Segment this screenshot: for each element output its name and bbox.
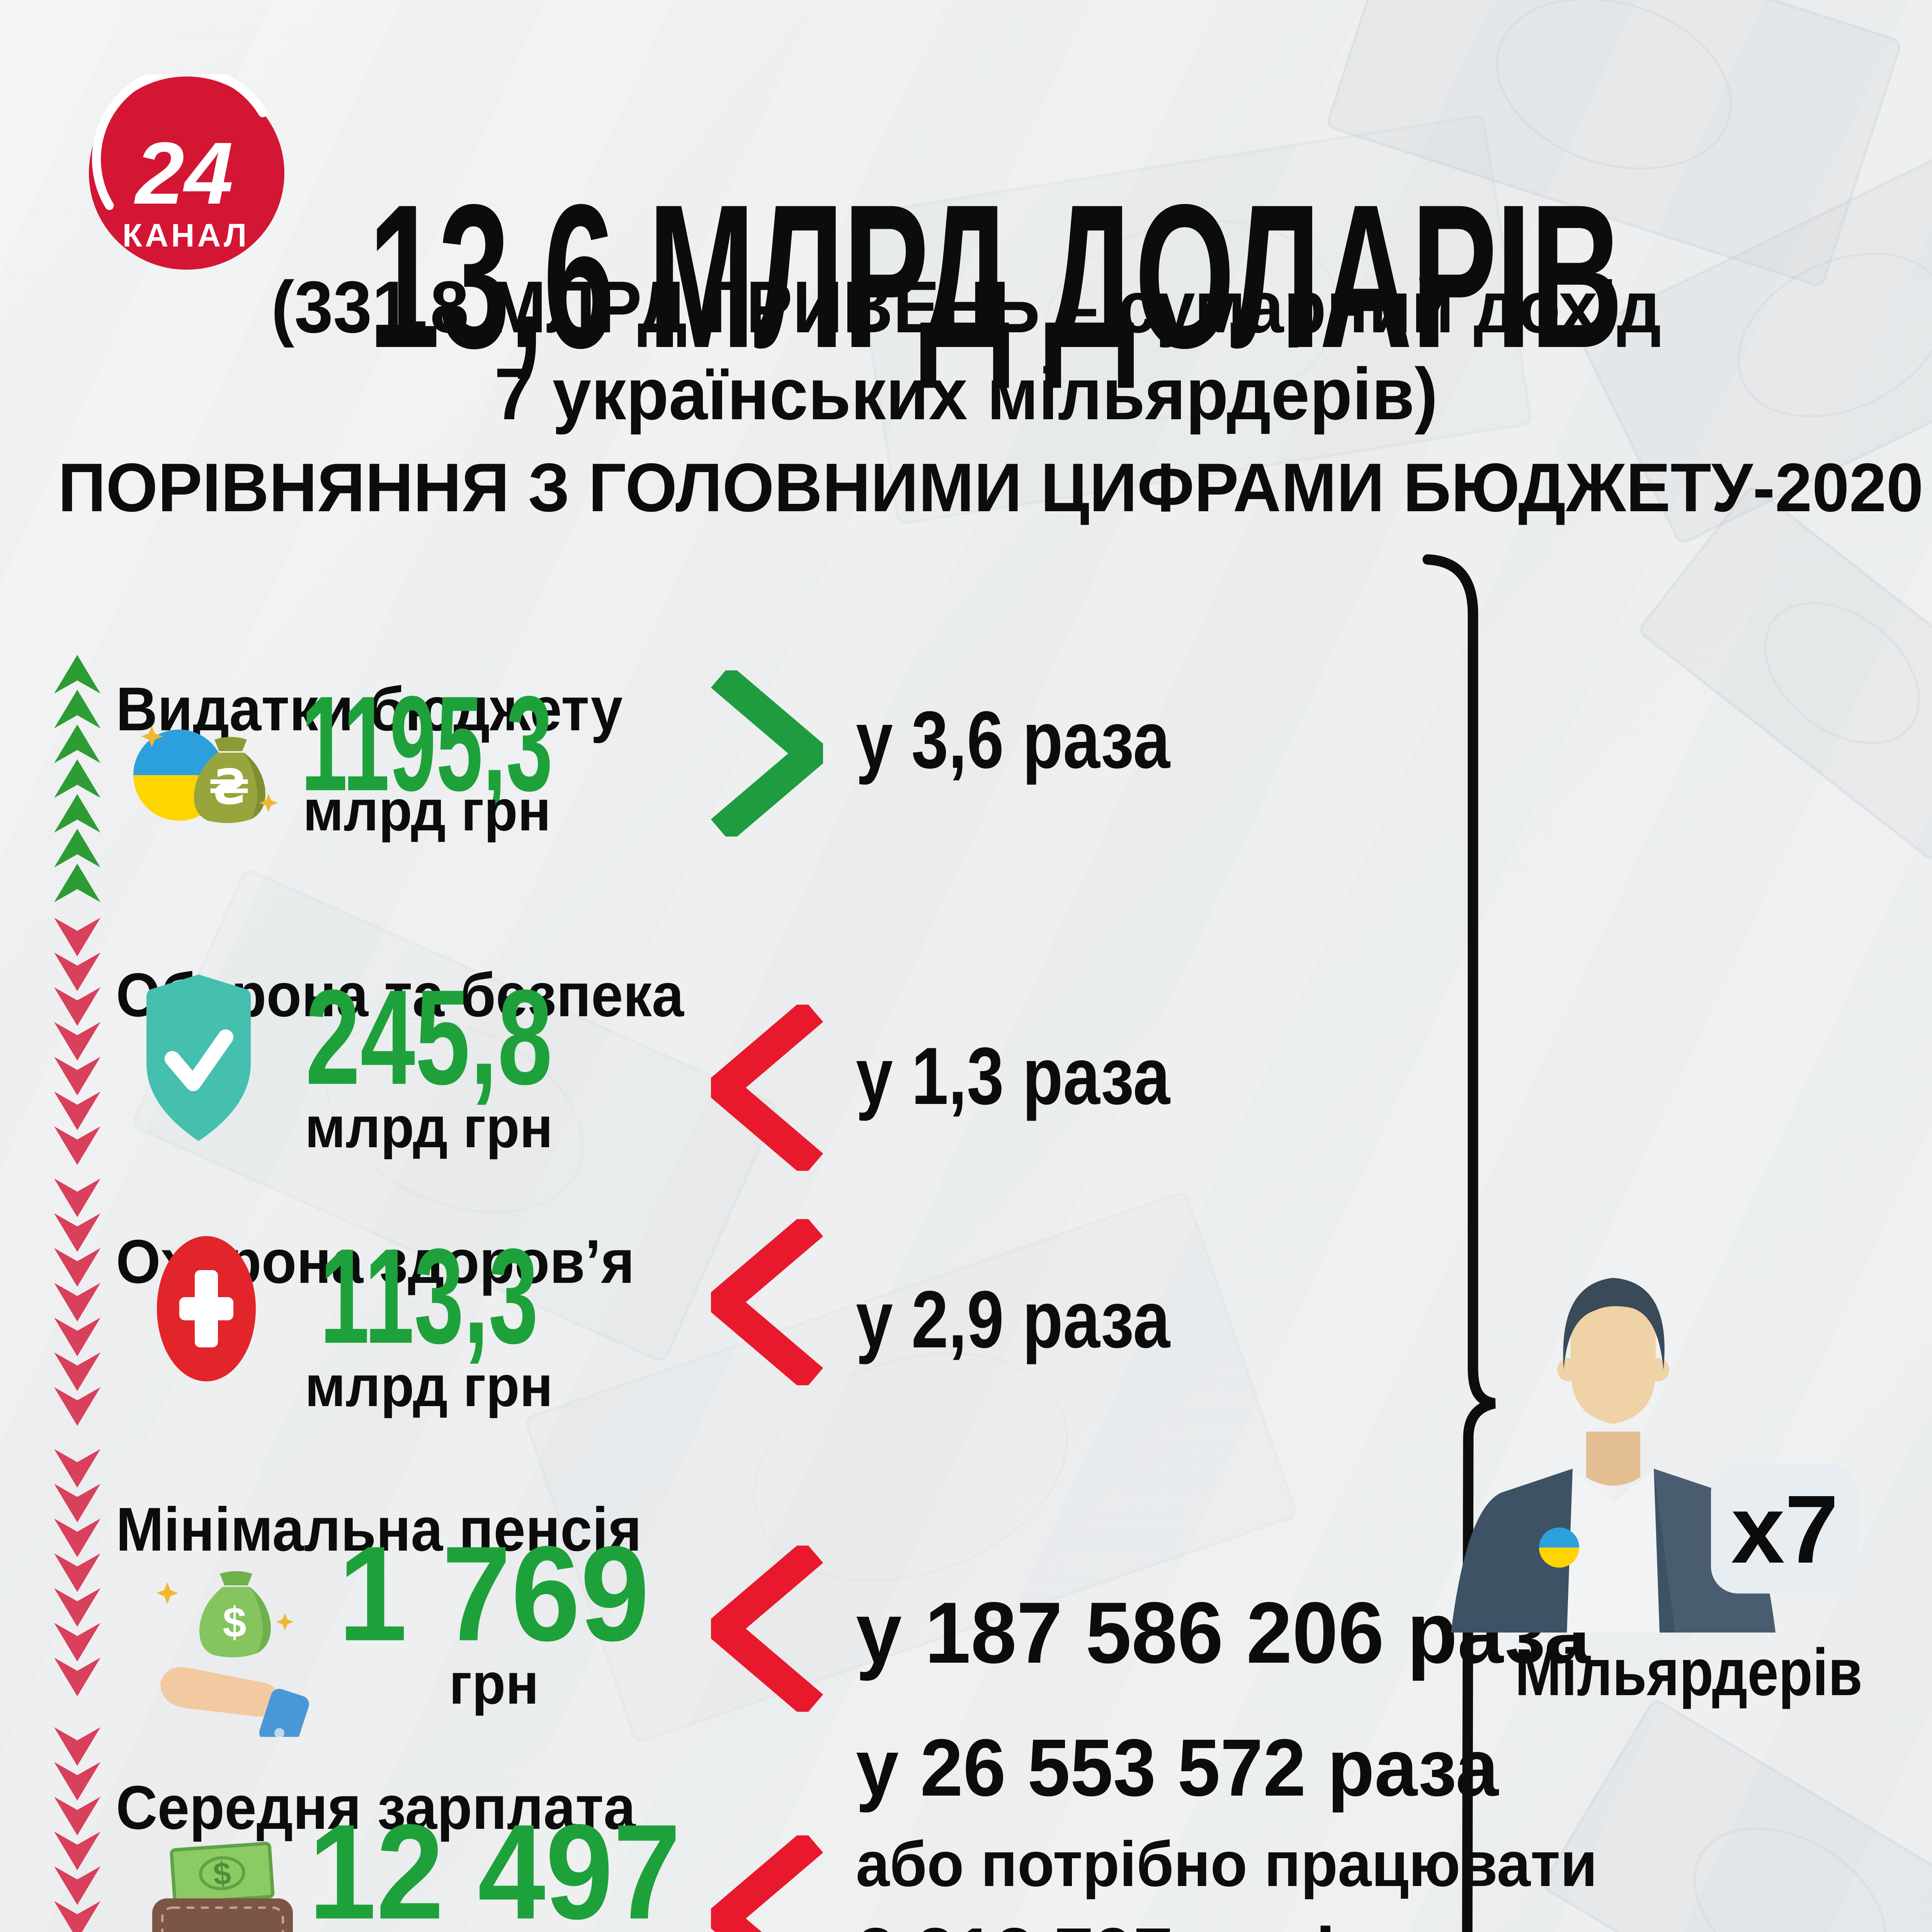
subtitle-line-1: (331,8 МЛРД ГРИВЕНЬ – сумарний дохід [271,266,1662,348]
budget-hryvnia-bag-icon: ₴ [133,726,278,823]
background-bill [130,867,780,1364]
less-than-icon [711,1835,823,1932]
row-label: Середня зарплата [116,1773,636,1842]
subtitle-line-2: 7 українських мільярдерів) [494,353,1438,435]
background-bill [1540,1697,1932,1932]
billionaires-label: Мільярдерів [1515,1635,1862,1709]
logo-name: КАНАЛ [122,217,249,253]
page-title: 13,6 МЛРД ДОЛАРІВ [368,162,1623,391]
trend-down-arrows-icon [54,918,100,1165]
svg-text:$: $ [212,1856,232,1892]
greater-than-icon [711,670,823,837]
wallet-icon: $ [152,1842,293,1932]
medical-cross-icon [157,1236,256,1381]
comparison-text: у 1,3 раза [856,1031,1170,1121]
trend-down-arrows-icon [54,1727,100,1932]
section-title: ПОРІВНЯННЯ З ГОЛОВНИМИ ЦИФРАМИ БЮДЖЕТУ-2… [58,449,1923,526]
logo-number: 24 [134,124,233,223]
svg-text:$: $ [223,1599,246,1646]
row-value: 12 497 [308,1796,681,1932]
hand-money-bag-icon: $ [156,1571,309,1737]
trend-down-arrows-icon [54,1179,100,1426]
row-unit: млрд грн [303,778,551,843]
svg-text:₴: ₴ [208,759,250,815]
row-label: Видатки бюджету [116,674,623,743]
multiplier-badge: x7 [1711,1465,1859,1594]
comparison-text: у 3,6 раза [856,694,1170,785]
curly-brace [1422,554,1496,1932]
trend-up-arrows-icon [54,655,100,902]
channel-24-logo: 24 КАНАЛ [89,74,284,270]
multiplier-value: x7 [1731,1475,1839,1583]
trend-down-arrows-icon [54,1449,100,1696]
row-value: 1195,3 [301,668,553,819]
